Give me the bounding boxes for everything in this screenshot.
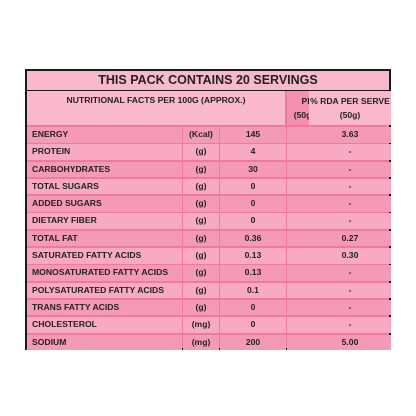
nutrient-name: DIETARY FIBER: [27, 213, 182, 229]
table-row: SODIUM(mg)2001005.00: [27, 334, 391, 351]
nutrients-header: NUTRITIONAL FACTS PER 100G (APPROX.): [27, 91, 285, 125]
nutrient-unit: (g): [183, 282, 219, 299]
value-per-100g: 200: [220, 334, 286, 351]
nutrient-name: POLYSATURATED FATTY ACIDS: [27, 282, 182, 299]
value-per-100g: 0.36: [220, 230, 286, 247]
value-rda: -: [309, 196, 391, 212]
table-row: TRANS FATTY ACIDS(g)00-: [27, 299, 391, 316]
rda-header: % RDA PER SERVE (50g): [309, 91, 391, 125]
nutrient-name: CHOLESTEROL: [27, 317, 182, 333]
nutrient-unit: (g): [183, 161, 219, 178]
nutrient-unit: (g): [183, 178, 219, 195]
value-rda: -: [309, 213, 391, 229]
nutrient-unit: (g): [183, 196, 219, 212]
value-per-100g: 0.13: [220, 248, 286, 264]
table-row: CARBOHYDRATES(g)3015-: [27, 161, 391, 178]
value-rda: 3.63: [309, 127, 391, 143]
value-rda: -: [309, 282, 391, 299]
value-rda: 5.00: [309, 334, 391, 351]
nutrient-name: TOTAL FAT: [27, 230, 182, 247]
value-rda: 0.27: [309, 230, 391, 247]
nutrient-unit: (g): [183, 230, 219, 247]
nutrient-unit: (mg): [183, 334, 219, 351]
value-rda: -: [309, 144, 391, 160]
value-per-100g: 0: [220, 299, 286, 316]
nutrient-name: CARBOHYDRATES: [27, 161, 182, 178]
nutrient-unit: (g): [183, 248, 219, 264]
value-per-100g: 0: [220, 317, 286, 333]
value-rda: 0.30: [309, 248, 391, 264]
nutrient-name: SODIUM: [27, 334, 182, 351]
nutrient-name: TRANS FATTY ACIDS: [27, 299, 182, 316]
nutrient-unit: (g): [183, 265, 219, 281]
nutrient-name: MONOSATURATED FATTY ACIDS: [27, 265, 182, 281]
nutrient-unit: (g): [183, 144, 219, 160]
value-per-100g: 0: [220, 213, 286, 229]
value-per-100g: 145: [220, 127, 286, 143]
table-row: TOTAL SUGARS(g)00-: [27, 178, 391, 195]
nutrient-name: PROTEIN: [27, 144, 182, 160]
nutrient-name: ADDED SUGARS: [27, 196, 182, 212]
nutrient-rows: ENERGY(Kcal)14572.53.63PROTEIN(g)42-CARB…: [27, 127, 391, 352]
value-per-100g: 30: [220, 161, 286, 178]
value-rda: -: [309, 178, 391, 195]
value-per-100g: 0.13: [220, 265, 286, 281]
table-row: DIETARY FIBER(g)00-: [27, 213, 391, 229]
value-per-100g: 0: [220, 178, 286, 195]
table-row: CHOLESTEROL(mg)00-: [27, 317, 391, 333]
table-row: POLYSATURATED FATTY ACIDS(g)0.10.05-: [27, 282, 391, 299]
table-row: MONOSATURATED FATTY ACIDS(g)0.130.065-: [27, 265, 391, 281]
table-row: PROTEIN(g)42-: [27, 144, 391, 160]
nutrient-name: TOTAL SUGARS: [27, 178, 182, 195]
value-rda: -: [309, 299, 391, 316]
table-row: SATURATED FATTY ACIDS(g)0.130.0650.30: [27, 248, 391, 264]
panel-title: THIS PACK CONTAINS 20 SERVINGS: [27, 71, 389, 91]
nutrient-unit: (mg): [183, 317, 219, 333]
value-per-100g: 4: [220, 144, 286, 160]
nutrition-facts-panel: THIS PACK CONTAINS 20 SERVINGS NUTRITION…: [25, 69, 391, 352]
nutrient-name: SATURATED FATTY ACIDS: [27, 248, 182, 264]
nutrient-unit: (Kcal): [183, 127, 219, 143]
value-rda: -: [309, 161, 391, 178]
value-per-100g: 0: [220, 196, 286, 212]
value-rda: -: [309, 317, 391, 333]
value-per-100g: 0.1: [220, 282, 286, 299]
table-row: ADDED SUGARS(g)00-: [27, 196, 391, 212]
nutrient-unit: (g): [183, 213, 219, 229]
nutrient-name: ENERGY: [27, 127, 182, 143]
value-rda: -: [309, 265, 391, 281]
table-row: ENERGY(Kcal)14572.53.63: [27, 127, 391, 143]
nutrient-unit: (g): [183, 299, 219, 316]
table-row: TOTAL FAT(g)0.360.180.27: [27, 230, 391, 247]
